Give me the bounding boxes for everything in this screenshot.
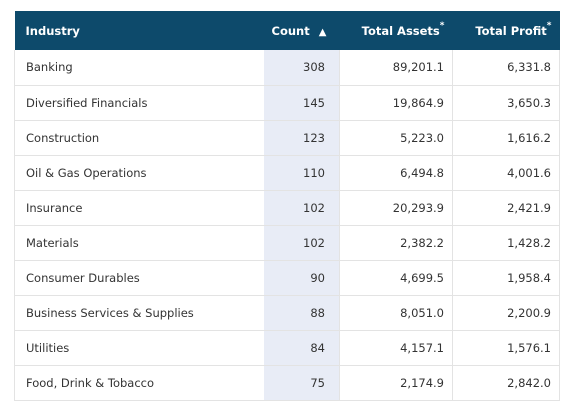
cell-count: 102 bbox=[263, 190, 340, 226]
table-header: Industry Count ▲ Total Assets* Total Prof… bbox=[14, 11, 560, 50]
cell-count: 145 bbox=[263, 85, 340, 121]
cell-total-assets: 8,051.0 bbox=[339, 295, 453, 331]
cell-industry: Banking bbox=[14, 50, 264, 86]
cell-count: 102 bbox=[263, 225, 340, 261]
cell-total-profit: 2,842.0 bbox=[452, 365, 560, 401]
cell-count: 90 bbox=[263, 260, 340, 296]
cell-count: 110 bbox=[263, 155, 340, 191]
cell-industry: Diversified Financials bbox=[14, 85, 264, 121]
table-row: Insurance 102 20,293.9 2,421.9 bbox=[14, 190, 560, 226]
cell-industry: Insurance bbox=[14, 190, 264, 226]
column-header-count-label: Count bbox=[271, 23, 310, 38]
cell-total-profit: 2,421.9 bbox=[452, 190, 560, 226]
column-header-industry-label: Industry bbox=[25, 23, 80, 38]
cell-count: 84 bbox=[263, 330, 340, 366]
table-row: Banking 308 89,201.1 6,331.8 bbox=[14, 50, 560, 86]
cell-total-assets: 19,864.9 bbox=[339, 85, 453, 121]
table-row: Food, Drink & Tobacco 75 2,174.9 2,842.0 bbox=[14, 365, 560, 401]
cell-total-assets: 4,157.1 bbox=[339, 330, 453, 366]
cell-total-profit: 4,001.6 bbox=[452, 155, 560, 191]
cell-total-profit: 1,576.1 bbox=[452, 330, 560, 366]
cell-count: 123 bbox=[263, 120, 340, 156]
industry-table-container: Industry Count ▲ Total Assets* Total Prof… bbox=[14, 11, 560, 401]
footnote-marker: * bbox=[439, 21, 445, 32]
cell-total-assets: 2,174.9 bbox=[339, 365, 453, 401]
column-header-count[interactable]: Count ▲ bbox=[264, 11, 340, 50]
cell-total-profit: 6,331.8 bbox=[452, 50, 560, 86]
column-header-total-assets-label: Total Assets bbox=[361, 23, 440, 38]
cell-industry: Food, Drink & Tobacco bbox=[14, 365, 264, 401]
cell-industry: Consumer Durables bbox=[14, 260, 264, 296]
cell-industry: Utilities bbox=[14, 330, 264, 366]
cell-total-profit: 1,958.4 bbox=[452, 260, 560, 296]
cell-total-profit: 2,200.9 bbox=[452, 295, 560, 331]
cell-count: 308 bbox=[263, 50, 340, 86]
cell-industry: Construction bbox=[14, 120, 264, 156]
table-row: Business Services & Supplies 88 8,051.0 2,2… bbox=[14, 295, 560, 331]
cell-industry: Oil & Gas Operations bbox=[14, 155, 264, 191]
industry-table: Industry Count ▲ Total Assets* Total Prof… bbox=[14, 11, 560, 401]
cell-total-profit: 1,428.2 bbox=[452, 225, 560, 261]
header-row: Industry Count ▲ Total Assets* Total Prof… bbox=[14, 11, 560, 50]
cell-total-profit: 3,650.3 bbox=[452, 85, 560, 121]
sort-ascending-icon[interactable]: ▲ bbox=[318, 26, 327, 38]
cell-total-assets: 5,223.0 bbox=[339, 120, 453, 156]
table-row: Utilities 84 4,157.1 1,576.1 bbox=[14, 330, 560, 366]
column-header-total-assets[interactable]: Total Assets* bbox=[340, 11, 453, 50]
cell-count: 88 bbox=[263, 295, 340, 331]
cell-total-profit: 1,616.2 bbox=[452, 120, 560, 156]
cell-total-assets: 20,293.9 bbox=[339, 190, 453, 226]
table-row: Construction 123 5,223.0 1,616.2 bbox=[14, 120, 560, 156]
footnote-marker: * bbox=[546, 21, 552, 32]
column-header-industry[interactable]: Industry bbox=[15, 11, 264, 50]
table-row: Materials 102 2,382.2 1,428.2 bbox=[14, 225, 560, 261]
table-row: Oil & Gas Operations 110 6,494.8 4,001.6 bbox=[14, 155, 560, 191]
cell-total-assets: 6,494.8 bbox=[339, 155, 453, 191]
cell-total-assets: 89,201.1 bbox=[339, 50, 453, 86]
cell-total-assets: 4,699.5 bbox=[339, 260, 453, 296]
table-body: Banking 308 89,201.1 6,331.8 Diversified Fin… bbox=[14, 50, 560, 401]
cell-count: 75 bbox=[263, 365, 340, 401]
cell-industry: Materials bbox=[14, 225, 264, 261]
cell-industry: Business Services & Supplies bbox=[14, 295, 264, 331]
column-header-total-profit[interactable]: Total Profit* bbox=[453, 11, 560, 50]
table-row: Diversified Financials 145 19,864.9 3,650.3 bbox=[14, 85, 560, 121]
cell-total-assets: 2,382.2 bbox=[339, 225, 453, 261]
table-row: Consumer Durables 90 4,699.5 1,958.4 bbox=[14, 260, 560, 296]
column-header-total-profit-label: Total Profit bbox=[475, 23, 547, 38]
